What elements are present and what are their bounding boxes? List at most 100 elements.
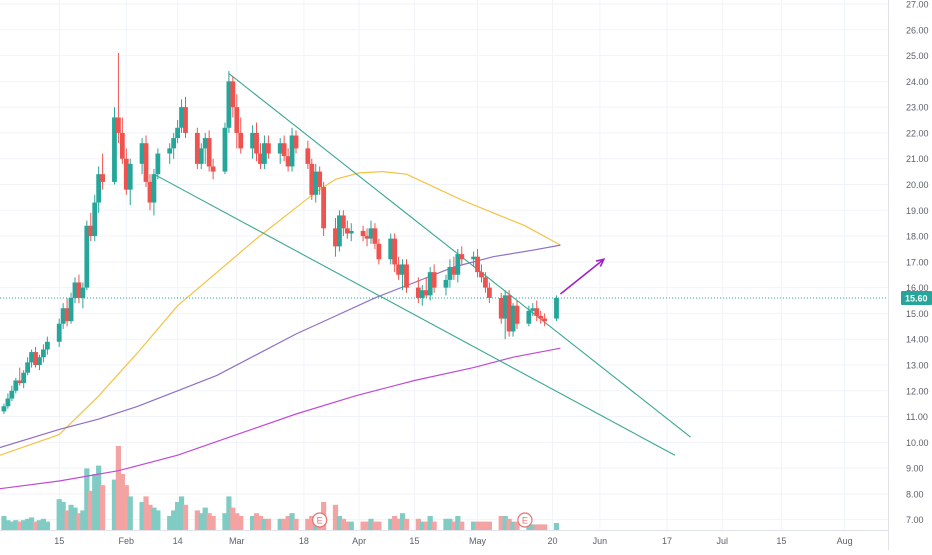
candle-body[interactable] <box>265 143 271 154</box>
candle-body[interactable] <box>348 230 354 234</box>
candle-body[interactable] <box>41 349 46 358</box>
candle-body[interactable] <box>372 228 378 244</box>
candle-body[interactable] <box>5 398 11 407</box>
candle-body[interactable] <box>498 297 504 319</box>
candle-body[interactable] <box>183 107 188 133</box>
candle-body[interactable] <box>116 117 121 133</box>
time-axis[interactable]: 15 Feb 14 Mar 18 Apr 15 May 20 Jun 17 Jul 15 Aug <box>0 530 888 550</box>
candle-body[interactable] <box>72 282 78 298</box>
candle-body[interactable] <box>447 267 453 280</box>
candle-body[interactable] <box>404 264 409 288</box>
candle-body[interactable] <box>64 308 70 322</box>
candle-body[interactable] <box>96 174 102 203</box>
current-price-tag[interactable] <box>901 290 932 305</box>
candle-body[interactable] <box>112 117 117 182</box>
candle-body[interactable] <box>29 352 34 363</box>
candle-body[interactable] <box>123 158 129 190</box>
candle-body[interactable] <box>68 297 74 322</box>
candle-body[interactable] <box>376 243 382 260</box>
candle-body[interactable] <box>147 181 153 203</box>
candle-body[interactable] <box>230 81 236 108</box>
candle-body[interactable] <box>400 264 405 275</box>
candle-body[interactable] <box>431 272 437 288</box>
candle-body[interactable] <box>234 107 240 133</box>
candle-body[interactable] <box>309 163 315 195</box>
candle-body[interactable] <box>510 305 516 332</box>
candle-body[interactable] <box>534 308 540 316</box>
candle-body[interactable] <box>317 171 323 188</box>
candle-body[interactable] <box>202 138 208 149</box>
candle-body[interactable] <box>210 166 216 172</box>
candle-body[interactable] <box>455 254 461 275</box>
candle-body[interactable] <box>151 174 157 203</box>
candle-body[interactable] <box>483 277 488 288</box>
candle-body[interactable] <box>262 143 267 164</box>
candle-body[interactable] <box>333 228 338 247</box>
candle-body[interactable] <box>21 372 27 384</box>
candles[interactable] <box>1 52 559 414</box>
candle-body[interactable] <box>143 143 149 182</box>
candle-body[interactable] <box>44 341 50 350</box>
candle-body[interactable] <box>506 295 512 332</box>
projection-arrow[interactable] <box>559 258 605 295</box>
candle-body[interactable] <box>538 315 544 319</box>
candle-body[interactable] <box>88 225 94 237</box>
candle-body[interactable] <box>486 287 492 298</box>
candle-body[interactable] <box>443 279 449 288</box>
trendline[interactable] <box>153 173 676 456</box>
candle-body[interactable] <box>289 135 295 167</box>
candle-body[interactable] <box>80 287 86 298</box>
candle-body[interactable] <box>250 132 255 149</box>
candle-body[interactable] <box>340 215 346 229</box>
candle-body[interactable] <box>17 380 23 384</box>
candle-body[interactable] <box>281 143 287 157</box>
candle-body[interactable] <box>514 305 520 324</box>
candle-body[interactable] <box>313 171 319 195</box>
candle-body[interactable] <box>423 290 429 296</box>
candle-body[interactable] <box>139 143 145 164</box>
candle-body[interactable] <box>368 228 374 239</box>
candle-body[interactable] <box>526 310 532 324</box>
candle-body[interactable] <box>127 163 133 190</box>
candle-body[interactable] <box>542 318 548 322</box>
candle-body[interactable] <box>554 297 559 319</box>
candle-body[interactable] <box>206 138 212 167</box>
candle-body[interactable] <box>76 282 82 298</box>
candle-body[interactable] <box>475 256 480 273</box>
candle-body[interactable] <box>60 308 66 324</box>
candle-body[interactable] <box>37 357 42 365</box>
earnings-marker[interactable] <box>517 512 533 528</box>
price-axis[interactable]: 7.00 8.00 9.00 10.00 11.00 12.00 13.00 14.00 15.… <box>888 0 932 550</box>
candle-body[interactable] <box>479 272 484 278</box>
candle-body[interactable] <box>392 238 398 265</box>
candle-body[interactable] <box>396 264 402 275</box>
candle-body[interactable] <box>92 202 98 237</box>
candle-body[interactable] <box>502 295 508 319</box>
candle-body[interactable] <box>419 290 425 298</box>
candle-body[interactable] <box>56 323 62 342</box>
candle-body[interactable] <box>84 225 90 288</box>
candle-body[interactable] <box>530 308 536 311</box>
candle-body[interactable] <box>459 254 465 260</box>
candle-body[interactable] <box>25 362 31 373</box>
candle-body[interactable] <box>171 138 177 149</box>
candle-body[interactable] <box>179 107 184 128</box>
candle-body[interactable] <box>198 148 204 164</box>
candle-body[interactable] <box>388 238 394 260</box>
candle-body[interactable] <box>155 153 161 175</box>
candle-body[interactable] <box>254 132 259 154</box>
candle-body[interactable] <box>226 81 232 128</box>
candle-body[interactable] <box>1 406 7 412</box>
candle-body[interactable] <box>222 127 228 172</box>
candle-body[interactable] <box>344 228 350 234</box>
earnings-marker[interactable] <box>312 512 328 528</box>
candle-body[interactable] <box>321 187 327 229</box>
candle-body[interactable] <box>175 127 180 139</box>
candle-body[interactable] <box>337 215 342 247</box>
candle-body[interactable] <box>238 132 244 149</box>
candle-body[interactable] <box>13 380 19 391</box>
candle-body[interactable] <box>293 135 299 149</box>
candle-body[interactable] <box>305 148 311 164</box>
candle-body[interactable] <box>33 352 38 365</box>
